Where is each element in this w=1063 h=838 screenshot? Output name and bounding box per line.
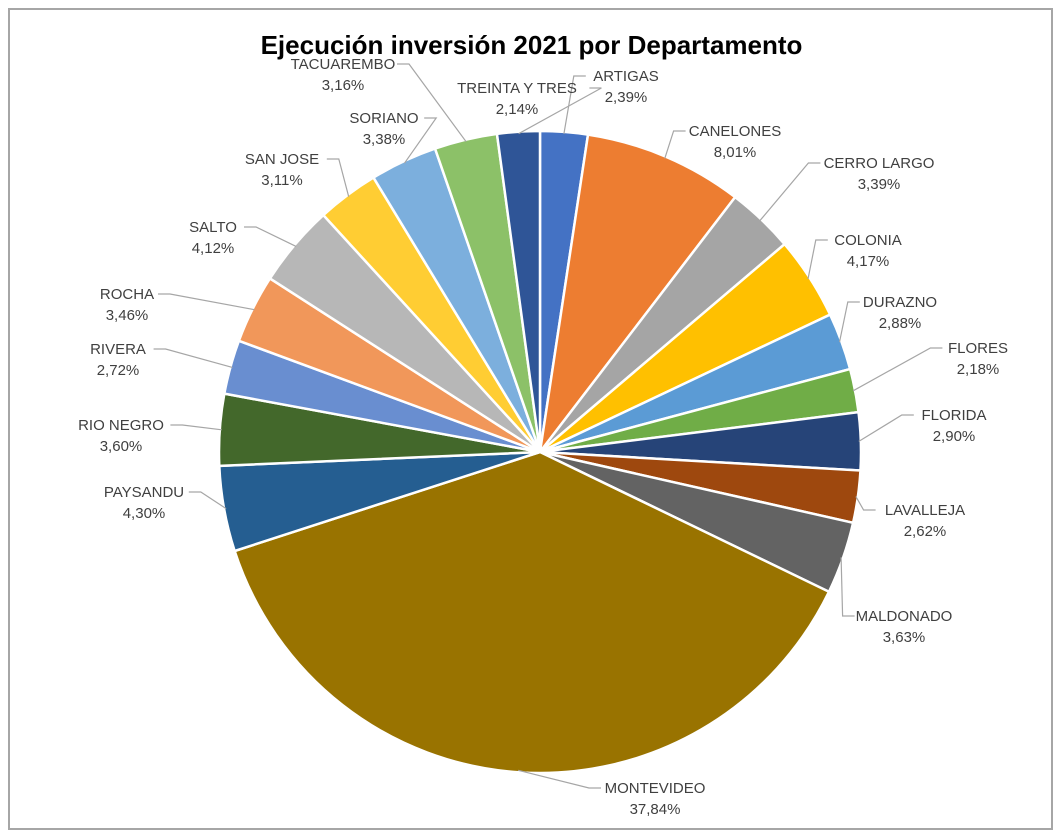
data-label-value-soriano: 3,38% (363, 131, 406, 148)
leader-line-artigas (563, 75, 586, 135)
data-label-name-tacuarembo: TACUAREMBO (291, 56, 396, 73)
leader-line-rio-negro (170, 424, 222, 431)
data-label-value-salto: 4,12% (192, 240, 235, 257)
data-label-value-flores: 2,18% (957, 361, 1000, 378)
data-label-name-montevideo: MONTEVIDEO (605, 780, 706, 797)
leader-line-san-jose (326, 158, 350, 197)
pie-slice-treinta-y-tres (495, 129, 542, 453)
data-label-name-cerro-largo: CERRO LARGO (824, 155, 935, 172)
data-label-value-maldonado: 3,63% (883, 629, 926, 646)
data-label-value-montevideo: 37,84% (630, 801, 681, 818)
leader-line-maldonado (840, 557, 855, 617)
data-label-value-rivera: 2,72% (97, 362, 140, 379)
data-label-name-treinta-y-tres: TREINTA Y TRES (457, 80, 577, 97)
data-label-name-colonia: COLONIA (834, 232, 902, 249)
leader-line-canelones (664, 130, 686, 159)
data-label-name-rio-negro: RIO NEGRO (78, 417, 164, 434)
data-label-value-tacuarembo: 3,16% (322, 77, 365, 94)
leader-line-durazno (838, 301, 860, 343)
data-labels: ARTIGAS 2,39% CANELONES 8,01% CERRO LARGO 3,3… (78, 56, 1008, 818)
data-label-name-salto: SALTO (189, 219, 237, 236)
data-label-name-soriano: SORIANO (349, 110, 418, 127)
leader-line-cerro-largo (759, 162, 821, 222)
data-label-value-artigas: 2,39% (605, 89, 648, 106)
data-label-value-paysandu: 4,30% (123, 505, 166, 522)
data-label-name-rocha: ROCHA (100, 286, 154, 303)
data-label-name-durazno: DURAZNO (863, 294, 937, 311)
data-label-value-durazno: 2,88% (879, 315, 922, 332)
leader-line-rivera (153, 348, 233, 368)
data-label-name-flores: FLORES (948, 340, 1008, 357)
data-label-name-paysandu: PAYSANDU (104, 484, 184, 501)
data-label-name-florida: FLORIDA (921, 407, 986, 424)
chart-title: Ejecución inversión 2021 por Departament… (260, 30, 803, 60)
leader-line-tacuarembo (397, 63, 467, 143)
leader-line-flores (852, 347, 943, 392)
leader-line-salto (244, 226, 297, 247)
leader-line-rocha (158, 293, 255, 311)
data-label-value-canelones: 8,01% (714, 144, 757, 161)
data-label-value-rocha: 3,46% (106, 307, 149, 324)
data-label-value-san-jose: 3,11% (261, 172, 302, 189)
data-label-value-treinta-y-tres: 2,14% (496, 101, 539, 118)
data-label-value-lavalleja: 2,62% (904, 523, 947, 540)
data-label-name-san-jose: SAN JOSE (245, 151, 319, 168)
leader-line-florida (858, 414, 914, 442)
leader-line-treinta-y-tres (518, 87, 602, 135)
data-label-name-canelones: CANELONES (689, 123, 782, 140)
leader-line-lavalleja (855, 496, 876, 511)
data-label-value-rio-negro: 3,60% (100, 438, 143, 455)
data-label-name-artigas: ARTIGAS (593, 68, 659, 85)
leader-line-colonia (807, 239, 828, 280)
data-label-name-maldonado: MALDONADO (856, 608, 953, 625)
leader-line-montevideo (518, 769, 601, 789)
pie-slice-montevideo (233, 450, 831, 775)
leader-line-paysandu (188, 491, 227, 510)
leader-lines (153, 63, 943, 789)
leader-line-soriano (403, 117, 438, 164)
data-label-value-cerro-largo: 3,39% (858, 176, 901, 193)
data-label-name-rivera: RIVERA (90, 341, 146, 358)
data-label-value-colonia: 4,17% (847, 253, 890, 270)
data-label-name-lavalleja: LAVALLEJA (885, 502, 965, 519)
data-label-value-florida: 2,90% (933, 428, 976, 445)
pie-slices (217, 129, 863, 775)
